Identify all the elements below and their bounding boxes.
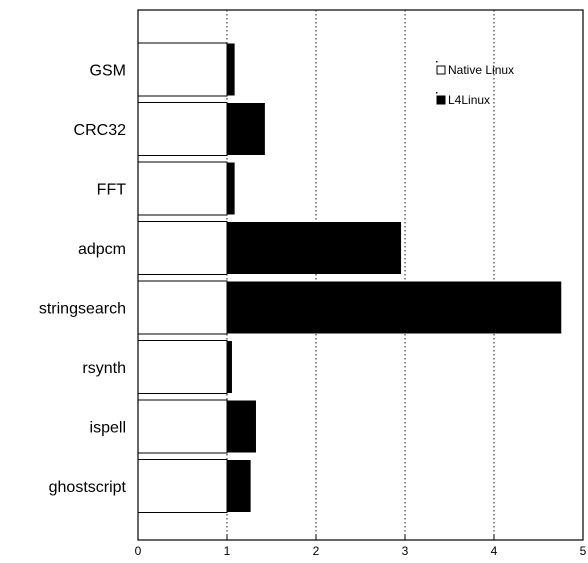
x-tick-label: 5 — [580, 544, 587, 558]
bar-l4linux-ghostscript — [226, 460, 251, 512]
bar-native-rsynth — [137, 340, 228, 394]
legend-dot — [436, 92, 438, 94]
bar-l4linux-ispell — [226, 400, 256, 453]
x-tick-label: 0 — [135, 544, 142, 558]
bar-l4linux-rsynth — [226, 341, 232, 393]
legend-swatch-l4linux — [436, 95, 446, 105]
bar-l4linux-GSM — [226, 43, 235, 96]
bar-native-ispell — [137, 399, 228, 454]
legend-label-l4linux: L4Linux — [448, 93, 490, 107]
legend-dot — [436, 61, 438, 63]
legend-label-native: Native Linux — [448, 63, 514, 77]
legend-swatch-native — [436, 65, 446, 75]
bar-native-stringsearch — [137, 280, 228, 335]
category-labels: GSM CRC32 FFT adpcm stringsearch rsynth ispell… — [39, 63, 127, 497]
category-label: FFT — [97, 182, 127, 199]
x-tick-label: 1 — [224, 544, 231, 558]
bar-native-adpcm — [137, 221, 228, 275]
bar-l4linux-FFT — [226, 162, 235, 215]
x-tick-label: 4 — [491, 544, 498, 558]
bar-native-FFT — [137, 161, 228, 216]
x-axis-ticks: 0 1 2 3 4 5 — [135, 535, 587, 558]
category-label: stringsearch — [39, 301, 126, 318]
category-label: ispell — [90, 420, 126, 437]
category-label: rsynth — [82, 360, 126, 377]
category-label: ghostscript — [49, 479, 127, 496]
bar-l4linux-CRC32 — [226, 103, 265, 155]
bar-native-CRC32 — [137, 102, 228, 156]
category-label: GSM — [90, 63, 126, 80]
x-tick-label: 2 — [313, 544, 320, 558]
bar-native-GSM — [137, 42, 228, 97]
bar-l4linux-stringsearch — [226, 281, 562, 334]
bar-l4linux-adpcm — [226, 222, 402, 274]
x-tick-label: 3 — [402, 544, 409, 558]
bar-native-ghostscript — [137, 459, 228, 513]
category-label: adpcm — [78, 241, 126, 258]
plot-frame — [137, 9, 584, 541]
legend: Native Linux L4Linux — [436, 61, 514, 107]
category-label: CRC32 — [74, 122, 127, 139]
bars — [137, 42, 562, 513]
